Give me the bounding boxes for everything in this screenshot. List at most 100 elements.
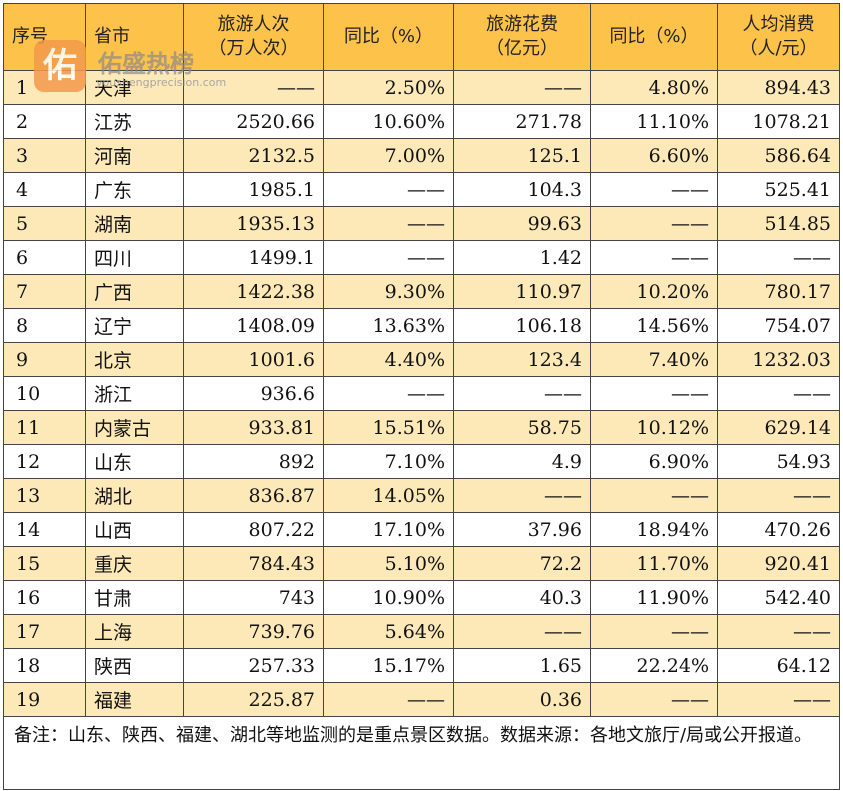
cell-province: 福建: [85, 682, 184, 717]
cell-visits: 1499.1: [183, 240, 324, 275]
cell-visits-yoy: ——: [323, 206, 454, 241]
cell-spend-yoy: 10.12%: [590, 410, 718, 445]
cell-spend-yoy: 11.70%: [590, 546, 718, 581]
cell-index: 2: [3, 104, 86, 139]
cell-visits: 836.87: [183, 478, 324, 513]
cell-spend-yoy: 11.10%: [590, 104, 718, 139]
cell-visits: 225.87: [183, 682, 324, 717]
cell-spend-yoy: 11.90%: [590, 580, 718, 615]
table-row: 9 北京 1001.6 4.40% 123.4 7.40% 1232.03: [3, 342, 840, 377]
header-spend-yoy: 同比（%）: [590, 3, 718, 71]
cell-index: 6: [3, 240, 86, 275]
cell-spend: 99.63: [453, 206, 591, 241]
cell-per-capita: ——: [717, 682, 840, 717]
cell-visits-yoy: 4.40%: [323, 342, 454, 377]
cell-per-capita: ——: [717, 614, 840, 649]
table-row: 8 辽宁 1408.09 13.63% 106.18 14.56% 754.07: [3, 308, 840, 343]
table-row: 19 福建 225.87 —— 0.36 —— ——: [3, 682, 840, 717]
cell-spend: ——: [453, 70, 591, 105]
table-row: 1 天津 —— 2.50% —— 4.80% 894.43: [3, 70, 840, 105]
cell-visits: 1935.13: [183, 206, 324, 241]
cell-spend-yoy: ——: [590, 614, 718, 649]
cell-province: 北京: [85, 342, 184, 377]
cell-index: 15: [3, 546, 86, 581]
cell-visits: 892: [183, 444, 324, 479]
cell-per-capita: 629.14: [717, 410, 840, 445]
header-visits-line1: 旅游人次: [217, 14, 290, 35]
cell-spend: 123.4: [453, 342, 591, 377]
table-row: 15 重庆 784.43 5.10% 72.2 11.70% 920.41: [3, 546, 840, 581]
cell-visits-yoy: 13.63%: [323, 308, 454, 343]
cell-visits-yoy: 10.60%: [323, 104, 454, 139]
cell-province: 山西: [85, 512, 184, 547]
cell-visits-yoy: 15.17%: [323, 648, 454, 683]
watermark-url: youshengprecision.com: [96, 76, 227, 89]
cell-spend-yoy: 18.94%: [590, 512, 718, 547]
cell-visits-yoy: ——: [323, 172, 454, 207]
cell-visits-yoy: 7.10%: [323, 444, 454, 479]
cell-index: 16: [3, 580, 86, 615]
cell-index: 14: [3, 512, 86, 547]
header-visits: 旅游人次 （万人次）: [183, 3, 324, 71]
header-spend-line1: 旅游花费: [486, 14, 558, 35]
table-row: 18 陕西 257.33 15.17% 1.65 22.24% 64.12: [3, 648, 840, 683]
cell-index: 13: [3, 478, 86, 513]
cell-province: 湖北: [85, 478, 184, 513]
cell-per-capita: ——: [717, 240, 840, 275]
table-row: 4 广东 1985.1 —— 104.3 —— 525.41: [3, 172, 840, 207]
cell-index: 12: [3, 444, 86, 479]
cell-per-capita: 542.40: [717, 580, 840, 615]
cell-spend: 0.36: [453, 682, 591, 717]
cell-per-capita: 1078.21: [717, 104, 840, 139]
cell-spend: 271.78: [453, 104, 591, 139]
cell-index: 19: [3, 682, 86, 717]
table-row: 6 四川 1499.1 —— 1.42 —— ——: [3, 240, 840, 275]
cell-province: 四川: [85, 240, 184, 275]
cell-spend: 125.1: [453, 138, 591, 173]
cell-index: 10: [3, 376, 86, 411]
cell-per-capita: 754.07: [717, 308, 840, 343]
cell-spend-yoy: 14.56%: [590, 308, 718, 343]
cell-province: 重庆: [85, 546, 184, 581]
cell-index: 8: [3, 308, 86, 343]
cell-visits-yoy: 10.90%: [323, 580, 454, 615]
cell-visits: 257.33: [183, 648, 324, 683]
tourism-table-container: 序号 省市 旅游人次 （万人次） 同比（%） 旅游花费 （亿元） 同比（%） 人…: [3, 3, 840, 790]
header-province: 省市: [85, 3, 184, 71]
cell-per-capita: 470.26: [717, 512, 840, 547]
cell-province: 湖南: [85, 206, 184, 241]
cell-per-capita: 514.85: [717, 206, 840, 241]
cell-per-capita: 54.93: [717, 444, 840, 479]
cell-index: 9: [3, 342, 86, 377]
cell-province: 陕西: [85, 648, 184, 683]
table-row: 5 湖南 1935.13 —— 99.63 —— 514.85: [3, 206, 840, 241]
cell-spend-yoy: ——: [590, 240, 718, 275]
cell-visits: 936.6: [183, 376, 324, 411]
header-per-capita-line1: 人均消费: [742, 14, 815, 35]
header-spend: 旅游花费 （亿元）: [453, 3, 591, 71]
cell-spend-yoy: 4.80%: [590, 70, 718, 105]
cell-index: 7: [3, 274, 86, 309]
cell-spend-yoy: 7.40%: [590, 342, 718, 377]
cell-visits-yoy: 9.30%: [323, 274, 454, 309]
cell-visits-yoy: 17.10%: [323, 512, 454, 547]
cell-visits: 1985.1: [183, 172, 324, 207]
cell-per-capita: ——: [717, 478, 840, 513]
cell-province: 内蒙古: [85, 410, 184, 445]
cell-province: 广西: [85, 274, 184, 309]
header-per-capita-line2: （人/元）: [739, 38, 818, 59]
cell-spend-yoy: 6.90%: [590, 444, 718, 479]
cell-province: 上海: [85, 614, 184, 649]
header-visits-yoy: 同比（%）: [323, 3, 454, 71]
cell-visits: 2132.5: [183, 138, 324, 173]
table-row: 7 广西 1422.38 9.30% 110.97 10.20% 780.17: [3, 274, 840, 309]
cell-province: 广东: [85, 172, 184, 207]
cell-per-capita: 586.64: [717, 138, 840, 173]
tourism-table: 序号 省市 旅游人次 （万人次） 同比（%） 旅游花费 （亿元） 同比（%） 人…: [3, 3, 840, 790]
watermark-name: 佑盛热榜: [98, 50, 194, 78]
cell-spend: 58.75: [453, 410, 591, 445]
header-per-capita: 人均消费 （人/元）: [717, 3, 840, 71]
table-row: 14 山西 807.22 17.10% 37.96 18.94% 470.26: [3, 512, 840, 547]
cell-visits: 807.22: [183, 512, 324, 547]
cell-province: 河南: [85, 138, 184, 173]
